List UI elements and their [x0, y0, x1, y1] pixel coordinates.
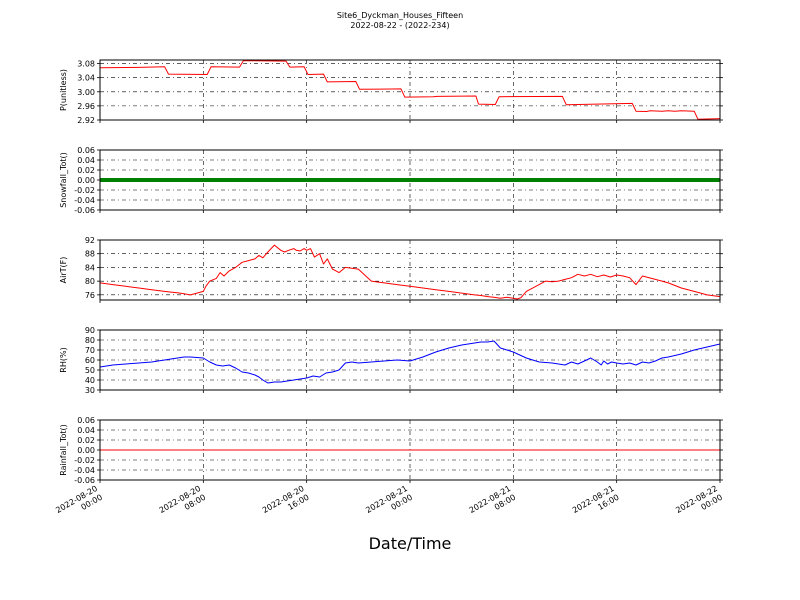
y-tick-label: 2.92 — [77, 116, 95, 125]
chart-subtitle: 2022-08-22 - (2022-234) — [350, 21, 450, 30]
y-tick-label: 88 — [85, 250, 95, 259]
plot-frame — [99, 149, 721, 211]
y-axis-label: Rainfall_Tot() — [59, 424, 68, 476]
y-tick-label: 92 — [85, 236, 95, 245]
y-tick-label: 0.06 — [77, 146, 95, 155]
y-tick-label: 30 — [85, 386, 95, 395]
y-tick-label: -0.06 — [74, 476, 95, 485]
y-tick-label: 80 — [85, 336, 95, 345]
series-line — [99, 244, 721, 300]
y-tick-label: 3.00 — [77, 88, 95, 97]
panel-2: 0.060.040.020.00-0.02-0.04-0.06 Snowfall_… — [59, 146, 723, 215]
series-line — [99, 340, 721, 384]
panel-5: 0.060.040.020.00-0.02-0.04-0.06 Rainfall_… — [59, 416, 723, 485]
y-tick-label: 40 — [85, 376, 95, 385]
y-tick-label: -0.04 — [74, 466, 95, 475]
y-tick-label: 3.08 — [77, 60, 95, 69]
panel-1: 3.08 3.04 3.00 2.96 2.92 P(unitless) — [59, 59, 723, 125]
y-tick-label: 0.00 — [77, 176, 95, 185]
plot-frame — [99, 419, 721, 481]
x-tick-label: 2022-08-2108:00 — [468, 484, 518, 524]
y-tick-label: -0.02 — [74, 186, 95, 195]
y-tick-label: 0.06 — [77, 416, 95, 425]
plot-frame — [99, 329, 721, 391]
x-tick-label: 2022-08-2116:00 — [571, 484, 621, 524]
series-line — [99, 60, 721, 120]
y-tick-label: 90 — [85, 326, 95, 335]
x-axis-label: Date/Time — [368, 534, 452, 553]
y-tick-label: 0.04 — [77, 156, 95, 165]
y-axis-label: Snowfall_Tot() — [59, 152, 68, 208]
chart-title: Site6_Dyckman_Houses_Fifteen — [336, 11, 464, 20]
y-tick-label: 0.02 — [77, 166, 95, 175]
y-axis-label: P(unitless) — [59, 69, 68, 111]
y-tick-label: 0.00 — [77, 446, 95, 455]
y-tick-label: -0.06 — [74, 206, 95, 215]
y-tick-label: 84 — [85, 263, 95, 272]
plot-frame — [99, 59, 721, 121]
y-tick-label: 3.04 — [77, 74, 95, 83]
y-tick-label: 60 — [85, 356, 95, 365]
y-tick-label: 0.04 — [77, 426, 95, 435]
x-tick-label: 2022-08-2200:00 — [674, 484, 724, 524]
plot-frame — [99, 239, 721, 301]
x-tick-label: 2022-08-2100:00 — [364, 484, 414, 524]
x-tick-label: 2022-08-2016:00 — [261, 484, 311, 524]
y-tick-label: -0.02 — [74, 456, 95, 465]
y-tick-label: 76 — [85, 291, 95, 300]
y-tick-label: 0.02 — [77, 436, 95, 445]
y-tick-label: 50 — [85, 366, 95, 375]
y-tick-label: -0.04 — [74, 196, 95, 205]
x-tick-label: 2022-08-2008:00 — [158, 484, 208, 524]
panel-3: 92 88 84 80 76 AirT(F) — [59, 236, 723, 303]
x-axis-ticks: 2022-08-2000:00 2022-08-2008:00 2022-08-20… — [54, 484, 724, 524]
x-tick-label: 2022-08-2000:00 — [54, 484, 104, 524]
y-tick-label: 70 — [85, 346, 95, 355]
y-axis-label: RH(%) — [59, 347, 68, 372]
y-axis-label: AirT(F) — [59, 257, 68, 284]
y-tick-label: 80 — [85, 277, 95, 286]
y-tick-label: 2.96 — [77, 102, 95, 111]
